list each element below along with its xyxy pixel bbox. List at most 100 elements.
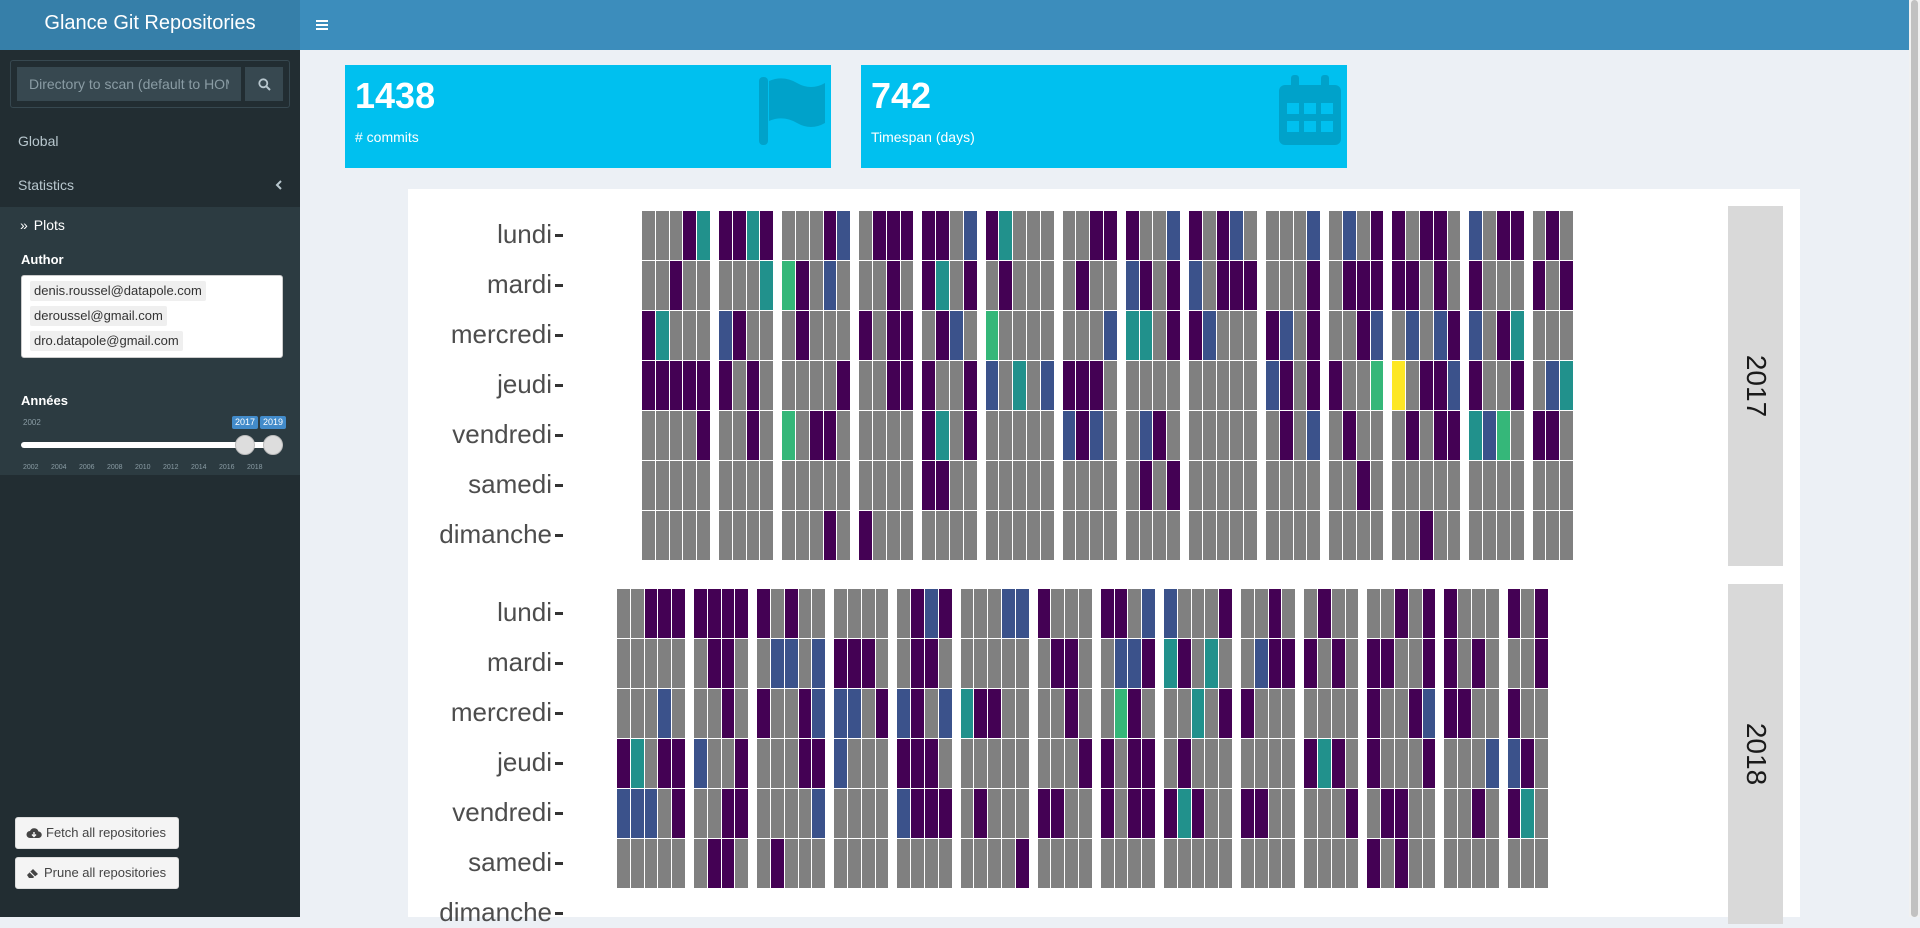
heatmap-cell xyxy=(1191,789,1205,838)
heatmap-cell xyxy=(1560,411,1573,460)
fetch-all-label: Fetch all repositories xyxy=(46,825,166,840)
heatmap-cell xyxy=(1433,411,1447,460)
heatmap-cell xyxy=(1219,689,1232,738)
heatmap-cell xyxy=(1244,261,1257,310)
heatmap-cell xyxy=(1433,461,1447,510)
heatmap-cell xyxy=(1139,461,1153,510)
heatmap-cell xyxy=(837,411,851,460)
heatmap-cell xyxy=(1090,511,1103,560)
slider-track[interactable] xyxy=(21,442,283,448)
heatmap-cell xyxy=(1142,589,1155,638)
heatmap-cell xyxy=(697,461,710,510)
slider-handle-from[interactable] xyxy=(235,435,255,455)
heatmap-cell xyxy=(963,461,977,510)
heatmap-cell xyxy=(1510,461,1524,510)
heatmap-cell xyxy=(1139,411,1153,460)
timespan-value: 742 xyxy=(871,75,932,116)
heatmap-cell xyxy=(1027,211,1040,260)
author-select[interactable]: denis.roussel@datapole.com deroussel@gma… xyxy=(21,275,283,358)
heatmap-cell xyxy=(1307,361,1321,410)
heatmap-cell xyxy=(1469,311,1483,360)
day-label: samedi xyxy=(468,469,552,499)
heatmap-cell xyxy=(911,839,924,888)
heatmap-cell xyxy=(1040,511,1054,560)
heatmap-cell xyxy=(1139,311,1153,360)
heatmap-cell xyxy=(1367,839,1381,888)
heatmap-cell xyxy=(837,211,851,260)
author-tag[interactable]: deroussel@gmail.com xyxy=(30,306,167,326)
heatmap-cell xyxy=(1219,789,1232,838)
heatmap-cell xyxy=(812,639,826,688)
heatmap-cell xyxy=(1535,589,1548,638)
heatmap-cell xyxy=(1202,461,1216,510)
scrollbar[interactable] xyxy=(1909,0,1920,917)
heatmap-cell xyxy=(1177,789,1191,838)
slider-handle-to[interactable] xyxy=(263,435,283,455)
heatmap-cell xyxy=(1483,311,1496,360)
heatmap-cell xyxy=(1420,311,1433,360)
heatmap-cell xyxy=(658,839,672,888)
heatmap-cell xyxy=(1381,639,1394,688)
search-input[interactable] xyxy=(17,67,241,101)
heatmap-cell xyxy=(1241,639,1254,688)
heatmap-cell xyxy=(1546,311,1560,360)
heatmap-cell xyxy=(644,639,658,688)
heatmap-cell xyxy=(757,739,770,788)
heatmap-cell xyxy=(922,511,936,560)
heatmap-cell xyxy=(960,789,974,838)
heatmap-cell xyxy=(936,411,949,460)
heatmap-cell xyxy=(1532,461,1546,510)
heatmap-cell xyxy=(630,839,644,888)
heatmap-cell xyxy=(796,211,809,260)
author-tag[interactable]: dro.datapole@gmail.com xyxy=(30,331,183,351)
heatmap-cell xyxy=(873,261,886,310)
heatmap-cell xyxy=(1367,589,1381,638)
heatmap-cell xyxy=(988,589,1001,638)
heatmap-cell xyxy=(1408,589,1422,638)
heatmap-cell xyxy=(707,689,721,738)
heatmap-cell xyxy=(1266,261,1279,310)
heatmap-cell xyxy=(1013,461,1026,510)
heatmap-cell xyxy=(719,261,732,310)
heatmap-cell xyxy=(1408,839,1422,888)
heatmap-cell xyxy=(1027,461,1040,510)
heatmap-cell xyxy=(1329,311,1342,360)
heatmap-cell xyxy=(1164,789,1177,838)
heatmap-cell xyxy=(1153,461,1167,510)
heatmap-cell xyxy=(886,361,900,410)
heatmap-cell xyxy=(1040,261,1054,310)
heatmap-cell xyxy=(925,789,938,838)
heatmap-cell xyxy=(746,261,760,310)
fetch-all-button[interactable]: Fetch all repositories xyxy=(15,817,179,849)
heatmap-cell xyxy=(873,211,886,260)
prune-all-button[interactable]: Prune all repositories xyxy=(15,857,180,889)
heatmap-cell xyxy=(1189,361,1202,410)
heatmap-cell xyxy=(1318,639,1331,688)
heatmap-cell xyxy=(1040,461,1054,510)
bars-icon[interactable] xyxy=(304,0,340,50)
heatmap-cell xyxy=(1114,689,1128,738)
menu-global[interactable]: Global xyxy=(0,119,300,163)
heatmap-cell xyxy=(1216,361,1230,410)
heatmap-cell xyxy=(1202,361,1216,410)
heatmap-cell xyxy=(1244,461,1257,510)
heatmap-cell xyxy=(1065,689,1078,738)
heatmap-cell xyxy=(1392,411,1406,460)
years-slider[interactable]: 2002 2017 2019 2002 2004 2006 2008 2010 … xyxy=(21,416,287,478)
heatmap-cell xyxy=(1329,261,1342,310)
heatmap-cell xyxy=(719,211,732,260)
day-tick xyxy=(555,662,563,665)
heatmap-cell xyxy=(760,461,774,510)
submenu-plots[interactable]: » Plots xyxy=(20,207,65,243)
heatmap-cell xyxy=(721,839,735,888)
slider-tick: 2004 xyxy=(51,464,67,471)
heatmap-cell xyxy=(985,361,999,410)
search-button[interactable] xyxy=(245,67,283,101)
heatmap-cell xyxy=(960,589,974,638)
heatmap-cell xyxy=(746,311,760,360)
menu-statistics[interactable]: Statistics xyxy=(0,163,300,207)
heatmap-cell xyxy=(1458,589,1471,638)
author-tag[interactable]: denis.roussel@datapole.com xyxy=(30,281,206,301)
heatmap-cell xyxy=(963,361,977,410)
day-label: samedi xyxy=(468,847,552,877)
